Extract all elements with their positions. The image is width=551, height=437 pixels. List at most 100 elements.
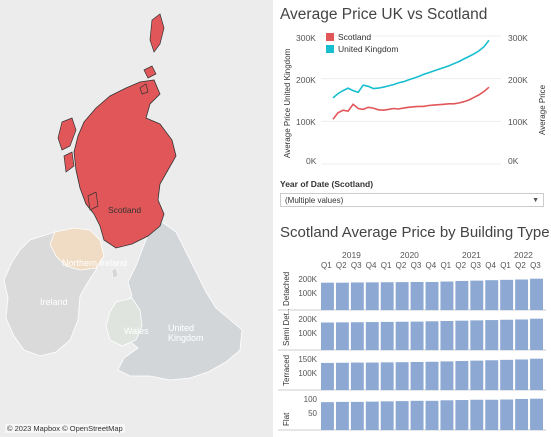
bar-detached: [426, 282, 439, 310]
bar-detached: [500, 280, 513, 310]
legend-swatch: [326, 45, 334, 53]
legend-item-uk[interactable]: United Kingdom: [326, 44, 398, 54]
year-filter-dropdown[interactable]: (Multiple values) ▼: [280, 193, 544, 207]
bar-flat: [366, 402, 379, 430]
bar-detached: [381, 282, 394, 310]
quarter-label: Q2: [455, 261, 466, 270]
bar-terraced: [366, 363, 379, 390]
wales-shape[interactable]: [106, 298, 142, 346]
row-tick-label: 100K: [298, 329, 317, 338]
bottom-chart-title: Scotland Average Price by Building Type: [280, 224, 550, 241]
right-tick: 200K: [508, 75, 528, 85]
shetland-shape[interactable]: [150, 14, 164, 52]
orkney-shape[interactable]: [144, 66, 156, 78]
bar-semi-det-: [411, 322, 424, 350]
left-axis-title: Average Price United Kingdom: [283, 49, 292, 158]
year-filter-label: Year of Date (Scotland): [280, 179, 373, 189]
isle-of-man-shape: [112, 268, 118, 278]
bar-terraced: [321, 363, 334, 390]
island-shape[interactable]: [64, 152, 74, 172]
bar-detached: [411, 282, 424, 310]
bar-flat: [515, 399, 528, 430]
map-canvas[interactable]: [0, 0, 273, 437]
bar-terraced: [440, 361, 453, 390]
left-tick: 100K: [296, 117, 316, 127]
right-axis-title: Average Price: [538, 85, 547, 135]
bar-flat: [500, 399, 513, 430]
bar-semi-det-: [426, 321, 439, 350]
bar-detached: [440, 282, 453, 310]
bar-terraced: [426, 362, 439, 390]
right-tick: 100K: [508, 117, 528, 127]
year-label: 2020: [400, 250, 419, 260]
quarter-label: Q3: [530, 261, 541, 270]
bar-semi-det-: [500, 320, 513, 350]
year-label: 2021: [462, 250, 481, 260]
row-tick-label: 100K: [298, 369, 317, 378]
map-attribution[interactable]: © 2023 Mapbox © OpenStreetMap: [5, 424, 125, 433]
bar-detached: [530, 279, 543, 310]
bar-detached: [455, 281, 468, 310]
quarter-label: Q2: [515, 261, 526, 270]
row-label: Semi Det..: [282, 309, 291, 346]
bar-flat: [426, 401, 439, 430]
row-label: Flat: [282, 412, 291, 426]
top-chart-title: Average Price UK vs Scotland: [280, 6, 487, 24]
left-tick: 200K: [296, 75, 316, 85]
quarter-label: Q4: [426, 261, 437, 270]
bar-detached: [351, 282, 364, 310]
bar-terraced: [530, 359, 543, 390]
legend-swatch: [326, 33, 334, 41]
quarter-label: Q3: [411, 261, 422, 270]
bar-semi-det-: [455, 321, 468, 350]
wales-label: Wales: [124, 326, 149, 336]
bar-detached: [485, 280, 498, 310]
quarter-label: Q4: [366, 261, 377, 270]
row-tick-label: 150K: [298, 355, 317, 364]
bar-terraced: [336, 363, 349, 390]
bar-flat: [336, 402, 349, 430]
row-label: Terraced: [282, 355, 291, 386]
bar-semi-det-: [336, 322, 349, 350]
hebrides-shape[interactable]: [58, 118, 76, 150]
bar-semi-det-: [381, 322, 394, 350]
bar-terraced: [485, 360, 498, 390]
quarter-label: Q1: [440, 261, 451, 270]
building-type-bar-chart[interactable]: Detached 200K 100K Semi Det.. 200K 100K Terrac…: [278, 270, 546, 432]
quarter-label: Q1: [381, 261, 392, 270]
row-tick-label: 200K: [298, 275, 317, 284]
bar-flat: [351, 402, 364, 430]
bar-detached: [470, 281, 483, 310]
legend-label: United Kingdom: [338, 44, 398, 54]
bar-flat: [440, 400, 453, 430]
bar-flat: [455, 400, 468, 430]
bar-flat: [411, 401, 424, 430]
quarter-label: Q2: [336, 261, 347, 270]
legend-item-scotland[interactable]: Scotland: [326, 32, 371, 42]
bar-semi-det-: [396, 322, 409, 350]
row-tick-label: 100K: [298, 289, 317, 298]
bar-terraced: [396, 362, 409, 390]
bar-terraced: [515, 359, 528, 390]
bar-terraced: [455, 361, 468, 390]
northern-ireland-label: Northern Ireland: [62, 258, 127, 268]
map-panel[interactable]: Scotland Northern Ireland Ireland Wales …: [0, 0, 273, 437]
quarter-label: Q2: [396, 261, 407, 270]
bar-flat: [470, 400, 483, 430]
chevron-down-icon[interactable]: ▼: [532, 197, 539, 204]
bar-detached: [366, 282, 379, 310]
scotland-shape[interactable]: [74, 80, 176, 248]
bar-semi-det-: [485, 320, 498, 350]
bar-detached: [336, 283, 349, 310]
bar-flat: [381, 401, 394, 430]
bar-terraced: [351, 363, 364, 390]
quarter-label: Q3: [470, 261, 481, 270]
bar-semi-det-: [366, 322, 379, 350]
bar-flat: [396, 401, 409, 430]
bar-semi-det-: [440, 321, 453, 350]
row-tick-label: 200K: [298, 315, 317, 324]
bar-terraced: [500, 360, 513, 390]
left-tick: 300K: [296, 33, 316, 43]
right-tick: 300K: [508, 33, 528, 43]
bar-detached: [515, 279, 528, 310]
